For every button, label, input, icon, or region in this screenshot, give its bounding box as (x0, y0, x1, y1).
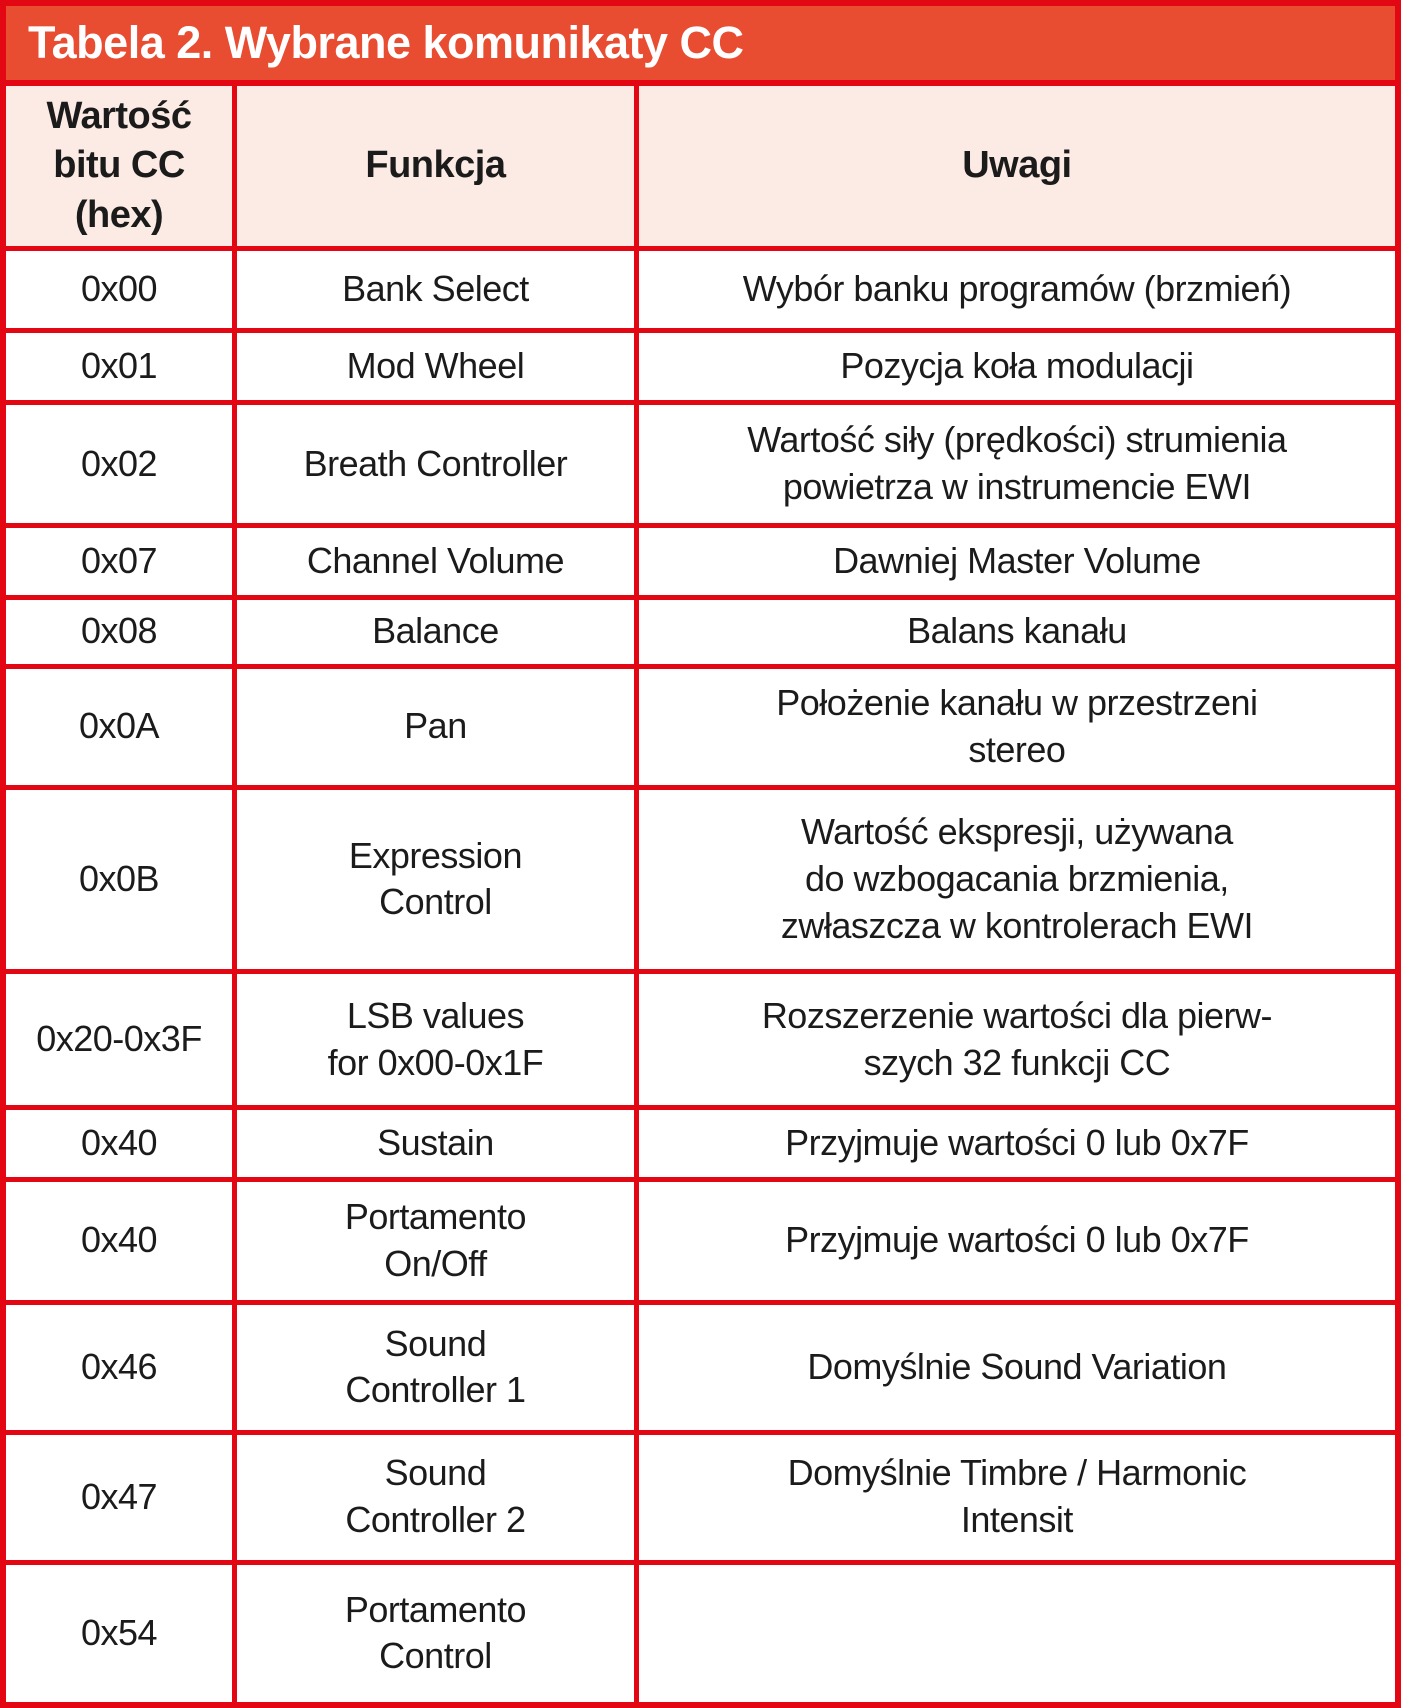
table-holder: Wartość bitu CC (hex) Funkcja Uwagi 0x00… (0, 80, 1401, 1708)
cell-hex: 0x02 (0, 399, 238, 529)
table-row: 0x54 Portamento Control (0, 1559, 1401, 1708)
col-header-hex: Wartość bitu CC (hex) (0, 80, 238, 252)
cc-messages-table: Wartość bitu CC (hex) Funkcja Uwagi 0x00… (0, 80, 1401, 1708)
cell-hex: 0x0A (0, 663, 238, 790)
table-row: 0x01 Mod Wheel Pozycja koła modulacji (0, 328, 1401, 405)
table-row: 0x47 Sound Controller 2 Domyślnie Timbre… (0, 1429, 1401, 1565)
cell-notes: Wartość siły (prędkości) strumienia powi… (633, 399, 1401, 529)
table-title: Tabela 2. Wybrane komunikaty CC (28, 17, 744, 68)
cell-notes: Przyjmuje wartości 0 lub 0x7F (633, 1176, 1401, 1305)
cell-function: Balance (232, 594, 639, 669)
cell-function: LSB values for 0x00-0x1F (232, 968, 639, 1111)
cell-hex: 0x07 (0, 523, 238, 600)
cell-function: Portamento Control (232, 1559, 639, 1708)
cell-function: Portamento On/Off (232, 1176, 639, 1305)
cell-function: Bank Select (232, 246, 639, 334)
cell-hex: 0x46 (0, 1299, 238, 1435)
cell-notes (633, 1559, 1401, 1708)
cell-hex: 0x54 (0, 1559, 238, 1708)
cell-notes: Przyjmuje wartości 0 lub 0x7F (633, 1105, 1401, 1182)
cell-hex: 0x47 (0, 1429, 238, 1565)
col-header-function: Funkcja (232, 80, 639, 252)
table-row: 0x46 Sound Controller 1 Domyślnie Sound … (0, 1299, 1401, 1435)
cell-notes: Domyślnie Timbre / Harmonic Intensit (633, 1429, 1401, 1565)
table-row: 0x20-0x3F LSB values for 0x00-0x1F Rozsz… (0, 968, 1401, 1111)
cell-hex: 0x08 (0, 594, 238, 669)
cell-function: Mod Wheel (232, 328, 639, 405)
table-row: 0x08 Balance Balans kanału (0, 594, 1401, 669)
col-header-notes: Uwagi (633, 80, 1401, 252)
table-row: 0x07 Channel Volume Dawniej Master Volum… (0, 523, 1401, 600)
cell-hex: 0x01 (0, 328, 238, 405)
cell-hex: 0x40 (0, 1105, 238, 1182)
cell-notes: Pozycja koła modulacji (633, 328, 1401, 405)
cell-function: Expression Control (232, 784, 639, 974)
cell-function: Channel Volume (232, 523, 639, 600)
cell-notes: Położenie kanału w przestrzeni stereo (633, 663, 1401, 790)
cell-notes: Dawniej Master Volume (633, 523, 1401, 600)
cell-hex: 0x00 (0, 246, 238, 334)
table-title-bar: Tabela 2. Wybrane komunikaty CC (0, 0, 1401, 80)
cell-hex: 0x20-0x3F (0, 968, 238, 1111)
cell-function: Breath Controller (232, 399, 639, 529)
cell-notes: Domyślnie Sound Variation (633, 1299, 1401, 1435)
cell-hex: 0x0B (0, 784, 238, 974)
cell-notes: Rozszerzenie wartości dla pierw- szych 3… (633, 968, 1401, 1111)
cell-function: Sound Controller 2 (232, 1429, 639, 1565)
table-row: 0x0B Expression Control Wartość ekspresj… (0, 784, 1401, 974)
table-row: 0x40 Portamento On/Off Przyjmuje wartośc… (0, 1176, 1401, 1305)
cell-notes: Wartość ekspresji, używana do wzbogacani… (633, 784, 1401, 974)
cell-notes: Balans kanału (633, 594, 1401, 669)
cell-function: Sustain (232, 1105, 639, 1182)
table-row: 0x02 Breath Controller Wartość siły (prę… (0, 399, 1401, 529)
header-row: Wartość bitu CC (hex) Funkcja Uwagi (0, 80, 1401, 252)
table-row: 0x00 Bank Select Wybór banku programów (… (0, 246, 1401, 334)
cell-notes: Wybór banku programów (brzmień) (633, 246, 1401, 334)
cell-function: Pan (232, 663, 639, 790)
cell-function: Sound Controller 1 (232, 1299, 639, 1435)
cell-hex: 0x40 (0, 1176, 238, 1305)
table-row: 0x0A Pan Położenie kanału w przestrzeni … (0, 663, 1401, 790)
table-row: 0x40 Sustain Przyjmuje wartości 0 lub 0x… (0, 1105, 1401, 1182)
